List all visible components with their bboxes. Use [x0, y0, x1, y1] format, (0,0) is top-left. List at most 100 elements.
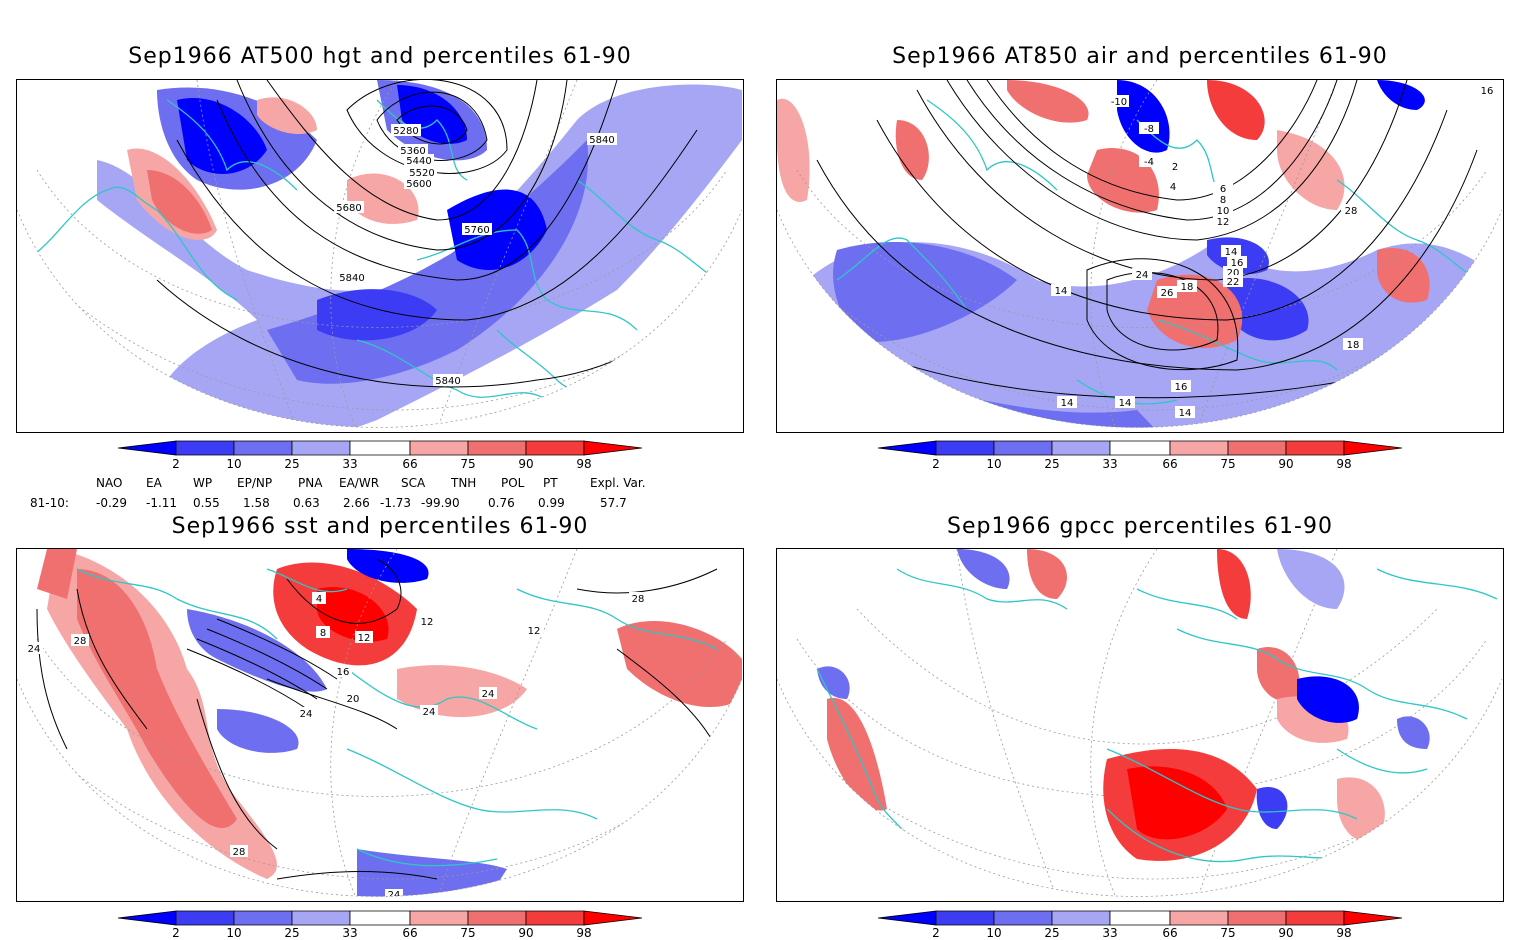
anomaly-red-area — [1007, 80, 1089, 123]
anomaly-red-area — [147, 170, 212, 234]
anomaly-red-area — [617, 620, 742, 708]
colorbar-tick-label: 90 — [1278, 457, 1294, 471]
contour-label: 5520 — [409, 168, 434, 179]
contour-label: 12 — [358, 633, 371, 644]
index-header: SCA — [401, 476, 426, 490]
contour-label: 20 — [1227, 268, 1240, 279]
colorbar-segment — [409, 440, 469, 456]
colorbar-segment — [409, 910, 469, 926]
anomaly-blue-area — [217, 709, 299, 753]
colorbar-segment — [1227, 440, 1287, 456]
colorbar-tick-label: 90 — [518, 926, 534, 940]
contour-label: 2 — [1172, 162, 1178, 173]
colorbar-segment — [1169, 440, 1229, 456]
anomaly-red-area — [1027, 549, 1067, 599]
index-value: 0.99 — [538, 496, 565, 510]
anomaly-red-area — [1337, 777, 1385, 842]
contour-label: -8 — [1144, 124, 1154, 135]
anomaly-red-area — [317, 587, 389, 642]
index-header: NAO — [96, 476, 123, 490]
colorbar-tick-label: 10 — [226, 926, 242, 940]
anomaly-blue-area — [1227, 278, 1309, 341]
contour-label: 4 — [1170, 182, 1176, 193]
anomaly-red-area — [1207, 80, 1265, 140]
contour-label: 6 — [1220, 184, 1226, 195]
contour-label: 18 — [1181, 282, 1194, 293]
colorbar-tick-label: 25 — [1044, 926, 1060, 940]
colorbar-segment — [583, 440, 643, 456]
colorbar-segment — [117, 910, 177, 926]
contour-label: 16 — [1175, 382, 1188, 393]
colorbar-labels-at850: 2 10 25 33 66 75 90 98 — [878, 457, 1402, 471]
colorbar-segment — [525, 910, 585, 926]
contour-label: 4 — [316, 594, 322, 605]
colorbar-tick-label: 98 — [1336, 457, 1352, 471]
colorbar-at850 — [877, 440, 1403, 456]
contour-label: 12 — [421, 617, 434, 628]
colorbar-segment — [1051, 440, 1111, 456]
colorbar-segment — [935, 440, 995, 456]
map-panel-gpcc — [776, 548, 1504, 902]
contour-label: 14 — [1119, 398, 1132, 409]
anomaly-blue-area — [1377, 80, 1425, 110]
contour-label: 24 — [482, 689, 495, 700]
colorbar-segment — [583, 910, 643, 926]
colorbar-tick-label: 66 — [1162, 926, 1178, 940]
colorbar-tick-label: 2 — [932, 926, 940, 940]
colorbar-tick-label: 66 — [1162, 457, 1178, 471]
colorbar-tick-label: 90 — [518, 457, 534, 471]
anomaly-red-area — [895, 120, 929, 180]
contour-label: 20 — [347, 694, 360, 705]
contour-label: 24 — [300, 709, 313, 720]
colorbar-segment — [467, 440, 527, 456]
contour-label: 28 — [632, 594, 645, 605]
colorbar-labels-gpcc: 2 10 25 33 66 75 90 98 — [878, 926, 1402, 940]
index-value: -1.11 — [146, 496, 178, 510]
colorbar-tick-label: 90 — [1278, 926, 1294, 940]
colorbar-tick-label: 75 — [460, 926, 476, 940]
colorbar-tick-label: 10 — [986, 457, 1002, 471]
contour-label: 16 — [1231, 258, 1244, 269]
index-value: 0.63 — [293, 496, 320, 510]
colorbar-segment — [1343, 910, 1403, 926]
anomaly-blue-area — [1256, 787, 1288, 829]
colorbar-sst — [117, 910, 643, 926]
colorbar-tick-label: 25 — [1044, 457, 1060, 471]
colorbar-tick-label: 98 — [576, 926, 592, 940]
index-value: -0.29 — [96, 496, 128, 510]
anomaly-blue-area — [1397, 716, 1430, 749]
colorbar-segment — [877, 910, 937, 926]
contour-label: 28 — [233, 847, 246, 858]
map-panel-at500: 5280 5360 5440 5520 5600 5680 5760 5840 … — [16, 79, 744, 433]
anomaly-red-area — [77, 569, 237, 829]
colorbar-labels-sst: 2 10 25 33 66 75 90 98 — [118, 926, 642, 940]
contour-label: 5760 — [464, 225, 489, 236]
colorbar-tick-label: 2 — [172, 457, 180, 471]
index-value: 2.66 — [343, 496, 370, 510]
index-header: POL — [501, 476, 525, 490]
contour-label: 14 — [1055, 286, 1068, 297]
colorbar-segment — [1285, 440, 1345, 456]
contour-label: 16 — [337, 667, 350, 678]
anomaly-red-area — [777, 98, 810, 202]
colorbar-segment — [1169, 910, 1229, 926]
colorbar-segment — [175, 910, 235, 926]
index-header: PT — [543, 476, 558, 490]
anomaly-red-area — [397, 665, 527, 718]
contour-label: 22 — [1227, 277, 1240, 288]
anomaly-blue-area — [1277, 549, 1345, 609]
colorbar-tick-label: 25 — [284, 926, 300, 940]
contour-label: 24 — [423, 707, 436, 718]
index-header: EA — [146, 476, 162, 490]
colorbar-tick-label: 75 — [460, 457, 476, 471]
colorbar-gpcc — [877, 910, 1403, 926]
map-panel-sst: 4 8 12 16 20 24 24 24 28 28 24 28 12 12 … — [16, 548, 744, 902]
colorbar-tick-label: 33 — [342, 457, 358, 471]
index-value: 0.76 — [488, 496, 515, 510]
contour-label: 24 — [28, 644, 41, 655]
contour-label: 12 — [528, 626, 541, 637]
contour-label: 5440 — [406, 156, 431, 167]
colorbar-tick-label: 10 — [226, 457, 242, 471]
anomaly-blue-area — [957, 549, 1010, 589]
contour-label: 5840 — [589, 135, 614, 146]
